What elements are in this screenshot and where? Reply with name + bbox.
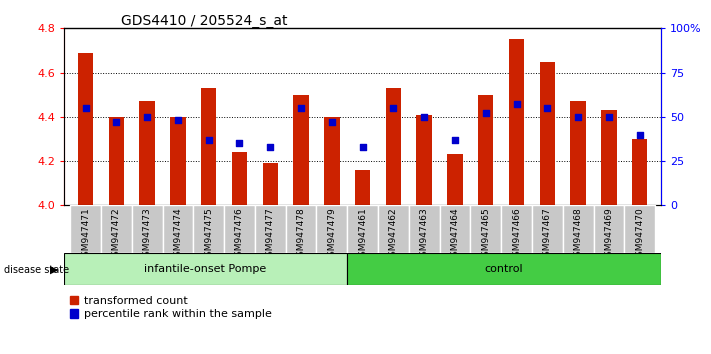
Text: GDS4410 / 205524_s_at: GDS4410 / 205524_s_at <box>121 14 287 28</box>
Point <box>295 105 306 111</box>
Bar <box>286 205 316 253</box>
Text: GSM947472: GSM947472 <box>112 208 121 262</box>
Text: GSM947476: GSM947476 <box>235 208 244 262</box>
Point <box>634 132 646 137</box>
Bar <box>255 205 286 253</box>
Legend: transformed count, percentile rank within the sample: transformed count, percentile rank withi… <box>70 296 272 319</box>
Point <box>203 137 215 143</box>
Bar <box>471 205 501 253</box>
Point <box>264 144 276 150</box>
Bar <box>139 101 155 205</box>
Bar <box>101 205 132 253</box>
Bar <box>540 62 555 205</box>
Text: GSM947467: GSM947467 <box>542 208 552 262</box>
Text: GSM947473: GSM947473 <box>143 208 151 262</box>
Bar <box>632 139 648 205</box>
Bar <box>347 205 378 253</box>
Bar <box>201 88 216 205</box>
Bar <box>509 39 524 205</box>
Bar <box>447 154 463 205</box>
Bar <box>224 205 255 253</box>
Point <box>80 105 91 111</box>
Point <box>480 110 491 116</box>
Bar <box>570 101 586 205</box>
Text: GSM947474: GSM947474 <box>173 208 183 262</box>
Bar <box>355 170 370 205</box>
Point <box>449 137 461 143</box>
Text: GSM947465: GSM947465 <box>481 208 491 262</box>
Bar <box>70 205 101 253</box>
Text: GSM947477: GSM947477 <box>266 208 274 262</box>
Bar <box>624 205 655 253</box>
Text: GSM947478: GSM947478 <box>296 208 306 262</box>
Text: GSM947475: GSM947475 <box>204 208 213 262</box>
Bar <box>501 205 532 253</box>
Bar <box>594 205 624 253</box>
Bar <box>385 88 401 205</box>
Bar <box>163 205 193 253</box>
Bar <box>478 95 493 205</box>
Bar <box>409 205 439 253</box>
Point <box>326 119 338 125</box>
Text: GSM947462: GSM947462 <box>389 208 398 262</box>
Text: GSM947463: GSM947463 <box>419 208 429 262</box>
Bar <box>64 253 347 285</box>
Bar <box>347 253 661 285</box>
Point <box>357 144 368 150</box>
Text: ▶: ▶ <box>50 265 58 275</box>
Bar <box>439 205 471 253</box>
Text: GSM947466: GSM947466 <box>512 208 521 262</box>
Text: disease state: disease state <box>4 265 69 275</box>
Text: GSM947468: GSM947468 <box>574 208 582 262</box>
Bar <box>294 95 309 205</box>
Bar <box>132 205 163 253</box>
Text: GSM947464: GSM947464 <box>451 208 459 262</box>
Point <box>542 105 553 111</box>
Bar <box>77 53 93 205</box>
Text: GSM947469: GSM947469 <box>604 208 614 262</box>
Bar <box>109 117 124 205</box>
Text: GSM947471: GSM947471 <box>81 208 90 262</box>
Bar <box>602 110 616 205</box>
Point <box>111 119 122 125</box>
Bar <box>232 152 247 205</box>
Bar <box>532 205 562 253</box>
Point <box>572 114 584 120</box>
Bar <box>316 205 347 253</box>
Bar <box>170 117 186 205</box>
Point <box>419 114 430 120</box>
Text: infantile-onset Pompe: infantile-onset Pompe <box>144 264 267 274</box>
Bar <box>417 115 432 205</box>
Bar <box>262 163 278 205</box>
Bar <box>562 205 594 253</box>
Point <box>510 102 522 107</box>
Point <box>603 114 614 120</box>
Point <box>141 114 153 120</box>
Point <box>387 105 399 111</box>
Point <box>172 118 183 123</box>
Text: GSM947470: GSM947470 <box>635 208 644 262</box>
Point <box>234 141 245 146</box>
Bar <box>324 117 340 205</box>
Text: GSM947461: GSM947461 <box>358 208 367 262</box>
Text: control: control <box>485 264 523 274</box>
Bar <box>193 205 224 253</box>
Bar <box>378 205 409 253</box>
Text: GSM947479: GSM947479 <box>327 208 336 262</box>
